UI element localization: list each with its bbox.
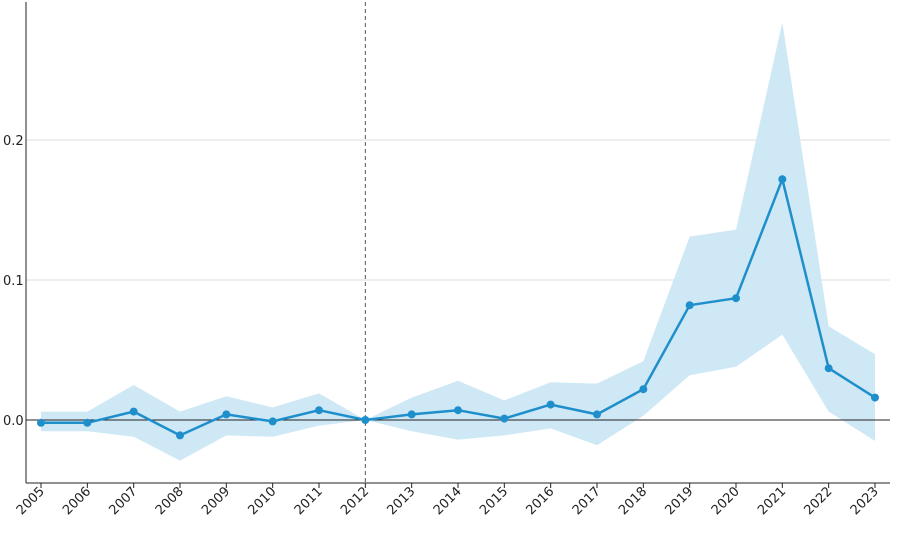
data-point-2007 <box>129 407 138 416</box>
x-tick-label-2021: 2021 <box>755 484 789 518</box>
data-point-2018 <box>639 385 648 394</box>
data-point-2005 <box>37 418 45 427</box>
y-tick-label-1: 0.1 <box>3 274 24 289</box>
x-tick-label-2013: 2013 <box>384 484 418 518</box>
data-point-2023 <box>871 393 879 402</box>
x-tick-labels: 2005 2006 2007 2008 2009 2010 2011 2012 2013 2014… <box>14 484 882 518</box>
axes <box>25 2 890 488</box>
x-tick-label-2014: 2014 <box>431 484 465 518</box>
x-tick-label-2010: 2010 <box>245 484 279 518</box>
data-point-2009 <box>222 410 231 419</box>
y-tick-label-0: 0.0 <box>3 414 24 429</box>
data-point-2019 <box>685 301 694 310</box>
x-tick-label-2022: 2022 <box>801 484 835 518</box>
x-tick-label-2019: 2019 <box>662 484 696 518</box>
x-tick-label-2008: 2008 <box>153 484 187 518</box>
data-point-2017 <box>593 410 601 419</box>
y-tick-label-2: 0.2 <box>3 134 24 149</box>
confidence-band-layer <box>41 22 875 461</box>
x-tick-label-2012: 2012 <box>338 484 372 518</box>
data-point-2006 <box>83 418 92 427</box>
data-point-2014 <box>454 406 462 415</box>
data-point-2010 <box>268 417 277 426</box>
x-tick-label-2023: 2023 <box>848 484 882 518</box>
x-tick-label-2016: 2016 <box>523 484 557 518</box>
x-tick-label-2018: 2018 <box>616 484 650 518</box>
x-tick-label-2017: 2017 <box>570 484 604 518</box>
data-point-2011 <box>315 406 323 415</box>
x-tick-label-2009: 2009 <box>199 484 233 518</box>
y-tick-labels: 0.0 0.1 0.2 <box>3 134 24 429</box>
data-point-2008 <box>176 431 184 440</box>
x-tick-label-2006: 2006 <box>60 484 94 518</box>
x-tick-label-2007: 2007 <box>106 484 140 518</box>
data-point-2022 <box>824 364 833 373</box>
x-tick-label-2015: 2015 <box>477 484 511 518</box>
data-point-2020 <box>732 294 740 303</box>
data-point-2016 <box>546 400 555 409</box>
data-point-2013 <box>407 410 416 419</box>
x-tick-label-2005: 2005 <box>14 484 48 518</box>
reference-lines <box>26 2 890 483</box>
x-tick-label-2020: 2020 <box>709 484 743 518</box>
data-point-2021 <box>778 175 787 184</box>
data-point-2012 <box>361 416 370 424</box>
x-tick-label-2011: 2011 <box>292 484 326 518</box>
data-point-2015 <box>500 414 509 423</box>
data-points <box>37 175 879 440</box>
confidence-band <box>41 22 875 461</box>
